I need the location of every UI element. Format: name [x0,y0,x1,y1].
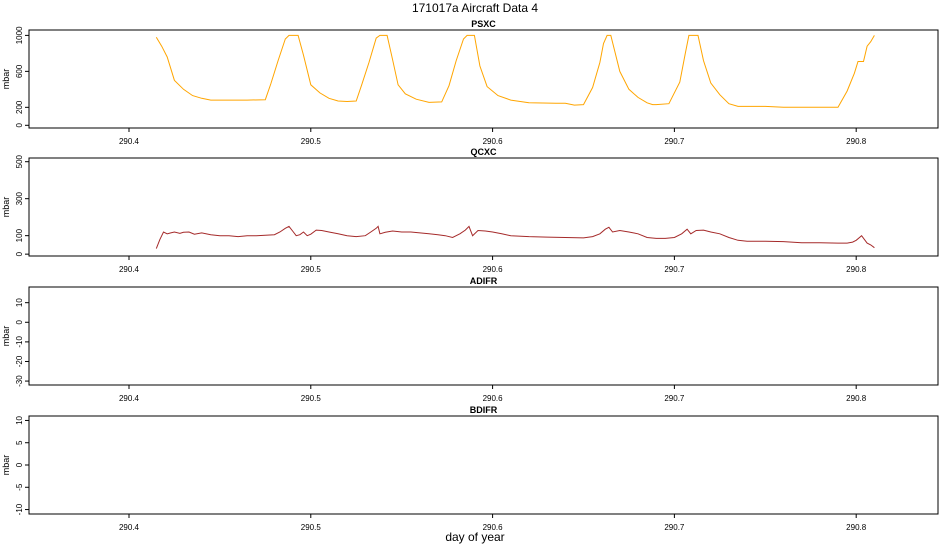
bdifr-plot-frame [28,415,939,515]
bdifr-panel-title: BDIFR [470,405,498,415]
psxc-y-tick-label: 600 [15,64,24,78]
bdifr-y-tick-label: 10 [15,415,24,424]
bdifr-x-tick-label: 290.4 [119,523,140,532]
bdifr-x-tick-label: 290.5 [301,523,322,532]
adifr-x-tick-label: 290.4 [119,394,140,403]
bdifr-y-tick-label: 5 [15,440,24,445]
bdifr-x-tick-label: 290.6 [483,523,504,532]
qcxc-y-tick-label: 100 [15,228,24,242]
bdifr-y-axis-label: mbar [1,455,11,476]
adifr-plot-frame [28,286,939,386]
adifr-y-tick-label: 10 [15,298,24,307]
adifr-x-tick-label: 290.5 [301,394,322,403]
qcxc-y-axis-label: mbar [1,197,11,218]
qcxc-y-tick-label: 500 [15,154,24,168]
adifr-x-tick-label: 290.8 [846,394,867,403]
qcxc-panel-title: QCXC [470,147,497,157]
bdifr-y-tick-label: 0 [15,462,24,467]
qcxc-x-tick-label: 290.6 [483,265,504,274]
qcxc-x-tick-label: 290.7 [664,265,685,274]
psxc-plot-frame [28,29,939,129]
figure-title: 171017a Aircraft Data 4 [411,1,539,15]
adifr-y-tick-label: -30 [15,375,24,387]
bdifr-x-tick-label: 290.8 [846,523,867,532]
adifr-y-tick-label: -10 [15,336,24,348]
adifr-y-tick-label: 0 [15,320,24,325]
qcxc-y-tick-label: 0 [15,251,24,256]
qcxc-plot-frame [28,157,939,257]
bdifr-y-tick-label: -10 [15,503,24,515]
psxc-x-tick-label: 290.6 [483,137,504,146]
qcxc-x-tick-label: 290.8 [846,265,867,274]
psxc-x-tick-label: 290.8 [846,137,867,146]
psxc-panel-title: PSXC [471,19,496,29]
qcxc-series-line [155,225,875,249]
bdifr-y-tick-label: -5 [15,483,24,491]
psxc-y-tick-label: 0 [15,123,24,128]
psxc-x-tick-label: 290.5 [301,137,322,146]
psxc-y-tick-label: 1000 [15,26,24,44]
psxc-y-tick-label: 200 [15,100,24,114]
adifr-y-tick-label: -20 [15,355,24,367]
adifr-x-tick-label: 290.6 [483,394,504,403]
qcxc-x-tick-label: 290.5 [301,265,322,274]
adifr-panel-title: ADIFR [470,276,498,286]
adifr-y-axis-label: mbar [1,326,11,347]
qcxc-y-tick-label: 300 [15,191,24,205]
bdifr-x-tick-label: 290.7 [664,523,685,532]
psxc-x-tick-label: 290.4 [119,137,140,146]
qcxc-x-tick-label: 290.4 [119,265,140,274]
psxc-y-axis-label: mbar [1,69,11,90]
psxc-series-line [155,34,875,108]
x-axis-label: day of year [445,530,505,544]
adifr-x-tick-label: 290.7 [664,394,685,403]
psxc-x-tick-label: 290.7 [664,137,685,146]
